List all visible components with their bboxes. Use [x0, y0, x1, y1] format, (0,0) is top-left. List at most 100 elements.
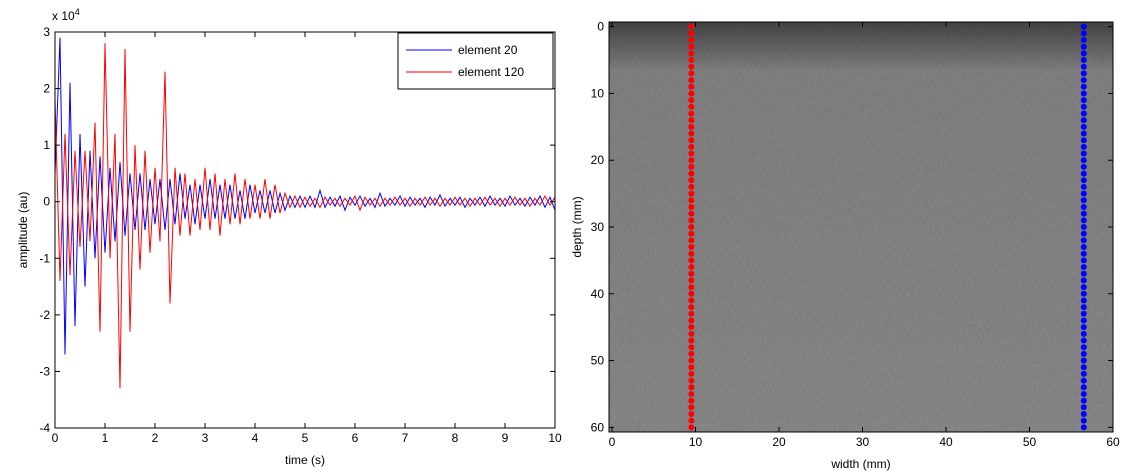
x-tick-label: 0 [609, 435, 616, 449]
dot [1080, 117, 1087, 124]
dot [688, 370, 695, 377]
dot [1080, 23, 1087, 30]
dot [688, 63, 695, 70]
dot [688, 217, 695, 224]
y-tick-label: 0 [43, 195, 50, 209]
dot [1080, 377, 1087, 384]
x-tick-label: 0 [52, 431, 59, 445]
dot [1080, 317, 1087, 324]
dot [688, 290, 695, 297]
dot [1080, 244, 1087, 251]
dot [1080, 137, 1087, 144]
dot [1080, 37, 1087, 44]
dot [688, 90, 695, 97]
dot [688, 130, 695, 137]
dot [688, 364, 695, 371]
dot [1080, 43, 1087, 50]
y-tick-label: 60 [591, 420, 605, 434]
x-tick-label: 6 [352, 431, 359, 445]
image-shading [609, 22, 1113, 432]
legend-box [397, 32, 554, 90]
dot [1080, 410, 1087, 417]
dot [688, 70, 695, 77]
dot [688, 304, 695, 311]
dot [1080, 110, 1087, 117]
x-tick-label: 8 [452, 431, 459, 445]
dot [1080, 143, 1087, 150]
dot [688, 417, 695, 424]
y-tick-label: 20 [591, 153, 605, 167]
dot [688, 410, 695, 417]
dot [1080, 417, 1087, 424]
legend-label: element 20 [458, 43, 518, 57]
dot [1080, 357, 1087, 364]
data-line [55, 37, 555, 355]
y-tick-label: 3 [43, 25, 50, 39]
data-line [55, 43, 555, 389]
dot [1080, 324, 1087, 331]
dot [1080, 230, 1087, 237]
x-axis-label: time (s) [285, 453, 325, 467]
x-tick-label: 3 [202, 431, 209, 445]
dot [688, 37, 695, 44]
dot [688, 317, 695, 324]
dot [688, 424, 695, 431]
dot [1080, 70, 1087, 77]
dot [688, 350, 695, 357]
y-tick-label: -3 [39, 364, 50, 378]
dot [1080, 310, 1087, 317]
dot [688, 270, 695, 277]
dot [1080, 364, 1087, 371]
dot [688, 404, 695, 411]
dot [688, 177, 695, 184]
dot [688, 50, 695, 57]
dot [1080, 350, 1087, 357]
dot [1080, 304, 1087, 311]
dot [688, 103, 695, 110]
x-tick-label: 1 [102, 431, 109, 445]
dot [1080, 337, 1087, 344]
dot [688, 244, 695, 251]
dot [688, 57, 695, 64]
dot [688, 397, 695, 404]
dot [688, 277, 695, 284]
y-tick-label: 2 [43, 82, 50, 96]
dot [1080, 50, 1087, 57]
dot [1080, 297, 1087, 304]
y-axis-label: depth (mm) [570, 196, 584, 257]
dot [1080, 57, 1087, 64]
dot [1080, 264, 1087, 271]
dot [688, 384, 695, 391]
y-tick-label: 10 [591, 86, 605, 100]
dot [688, 170, 695, 177]
dot [688, 117, 695, 124]
dot [1080, 157, 1087, 164]
dot [1080, 190, 1087, 197]
dot [1080, 177, 1087, 184]
dot [688, 390, 695, 397]
dot [1080, 390, 1087, 397]
dot [688, 237, 695, 244]
dot [688, 203, 695, 210]
dot [1080, 97, 1087, 104]
dot [688, 330, 695, 337]
dot [1080, 217, 1087, 224]
y-tick-label: 30 [591, 220, 605, 234]
dot [688, 183, 695, 190]
dot [688, 43, 695, 50]
dot [688, 83, 695, 90]
dot [1080, 397, 1087, 404]
dot [688, 230, 695, 237]
dot [1080, 290, 1087, 297]
dot [688, 284, 695, 291]
x-tick-label: 10 [689, 435, 703, 449]
dot [688, 197, 695, 204]
y-exponent-power: 4 [75, 7, 80, 17]
y-exponent-label: x 104 [52, 7, 80, 23]
dot [688, 324, 695, 331]
y-tick-label: 50 [591, 354, 605, 368]
dot [688, 163, 695, 170]
dot [1080, 90, 1087, 97]
dot [688, 250, 695, 257]
dot [1080, 197, 1087, 204]
